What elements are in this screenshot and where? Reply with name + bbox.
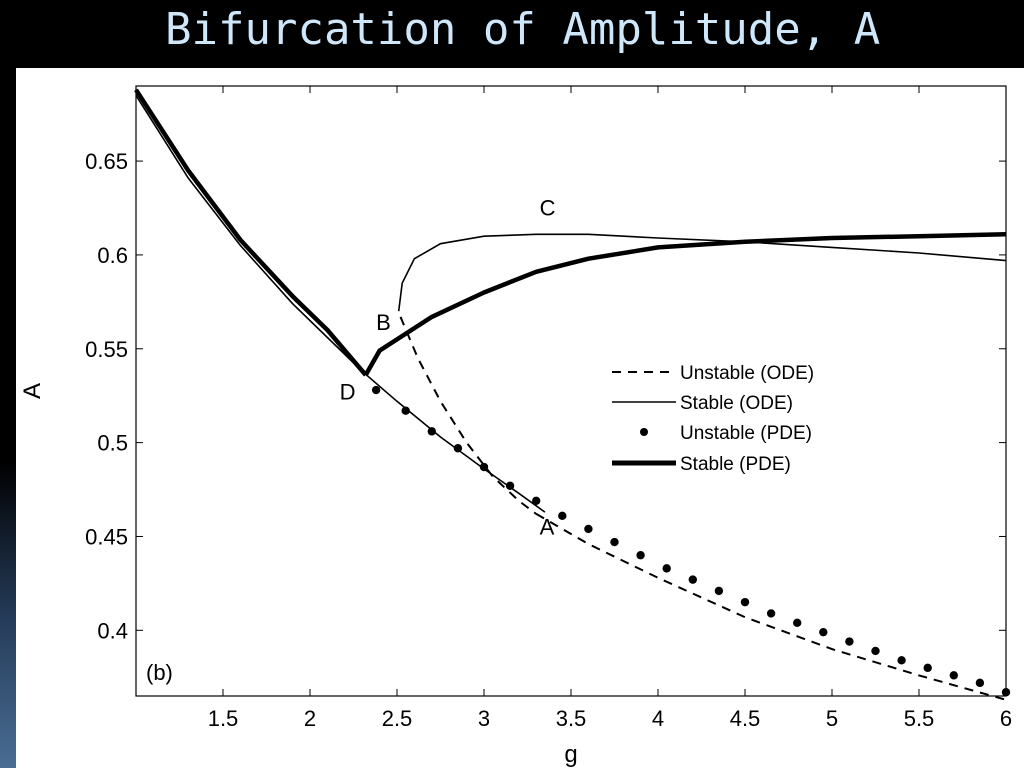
data-point [975,678,985,688]
data-point [766,609,776,618]
data-point [871,646,880,656]
series-stable-pde [134,88,1007,377]
series-line [399,316,537,515]
slide-left-gradient-strip [0,0,16,768]
y-tick-label: 0.45 [85,524,128,549]
data-point [636,551,645,560]
y-tick-label: 0.5 [97,431,128,456]
bifurcation-chart: 1.5 2 2.5 3 3.5 4 4.5 5 5.5 6 0.4 0.45 0.5 0.55 0.6 0.6… [19,85,1012,768]
x-tick-label: 2.5 [382,706,413,731]
x-axis-label: g [564,741,577,768]
legend-swatch-unstable-pde [640,428,648,436]
y-tick-label: 0.65 [85,149,128,174]
data-point [371,385,381,395]
annotation-d: D [340,379,356,404]
data-point [688,575,697,584]
series-stable-ode [135,94,1007,513]
x-tick-label: 4 [652,706,664,731]
legend-label-unstable-ode: Unstable (ODE) [680,363,814,384]
data-point [923,663,932,673]
data-point [845,637,854,646]
data-point [793,618,802,627]
annotation-b: B [376,310,391,335]
annotation-a: A [540,515,555,540]
x-tick-label: 1.5 [208,706,239,731]
data-point [584,524,593,534]
slide-title: Bifurcation of Amplitude, A [165,4,881,55]
data-point [1001,688,1011,697]
data-point [479,462,489,472]
series-line [535,513,1007,701]
legend-label-stable-pde: Stable (PDE) [680,454,791,475]
data-point [505,481,515,490]
y-axis-label: A [19,383,46,399]
figure-panel: 1.5 2 2.5 3 3.5 4 4.5 5 5.5 6 0.4 0.45 0.5 0.55 0.6 0.6… [16,68,1024,768]
data-point [949,671,958,680]
annotation-c: C [540,196,556,221]
data-point [897,656,906,665]
x-tick-label: 4.5 [730,706,761,731]
data-point [558,511,567,521]
data-point [740,597,750,607]
series-line [134,88,368,377]
series-line [135,94,546,513]
x-tick-label: 3 [478,706,490,731]
data-point [427,427,436,436]
x-tick-label: 6 [1000,706,1012,731]
data-point [819,627,828,637]
y-tick-label: 0.4 [97,618,128,643]
panel-label: (b) [146,660,173,685]
plot-area-frame [135,85,1007,697]
data-point [714,586,724,596]
data-point [453,444,463,453]
x-tick-label: 5 [826,706,838,731]
chart-legend: Unstable (ODE) Stable (ODE) Unstable (PD… [612,363,814,475]
y-tick-label: 0.55 [85,337,128,362]
legend-label-unstable-pde: Unstable (PDE) [680,423,812,444]
x-tick-label: 2 [304,706,316,731]
data-point [532,496,541,505]
data-point [662,564,671,573]
legend-label-stable-ode: Stable (ODE) [680,393,793,414]
series-line [397,233,1007,312]
x-tick-label: 5.5 [904,706,935,731]
y-tick-label: 0.6 [97,243,128,268]
series-line [363,232,1007,377]
data-point [610,537,619,547]
data-point [401,406,410,415]
x-tick-label: 3.5 [556,706,587,731]
series-unstable-ode [399,316,1007,701]
series-unstable-pde [371,385,1011,697]
